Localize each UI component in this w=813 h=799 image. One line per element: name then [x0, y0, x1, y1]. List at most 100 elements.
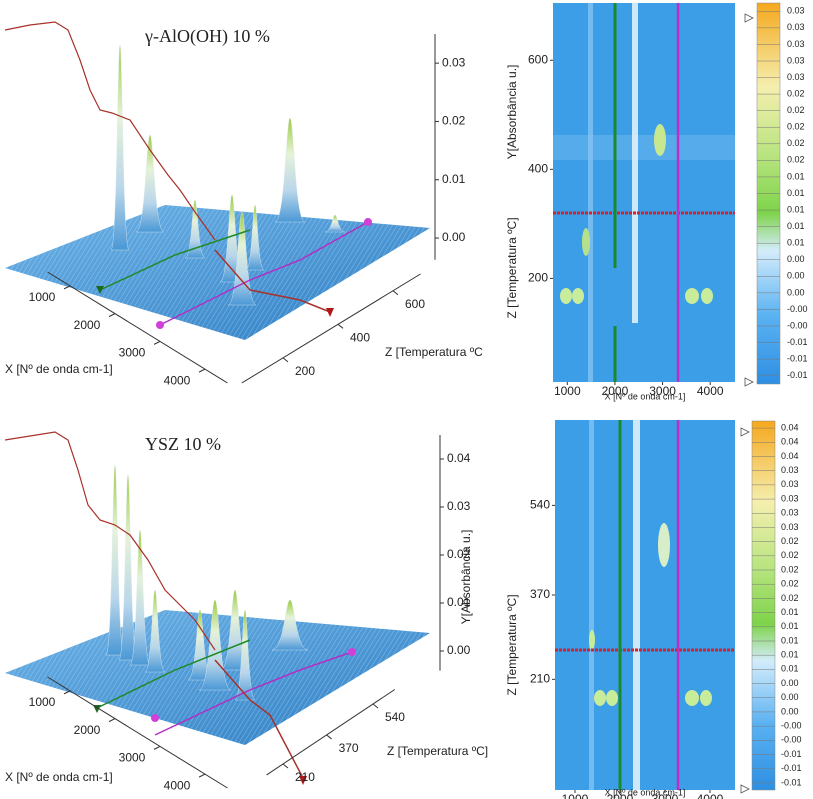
z-tick: [372, 703, 379, 709]
colorbar-label: 0.01: [787, 171, 805, 181]
x-axis-label: X [Nº de onda cm-1]: [5, 770, 113, 784]
colorbar-label: 0.03: [781, 508, 799, 518]
colorbar-label: -0.01: [781, 749, 802, 759]
x-tick: [63, 690, 71, 695]
y-tick-label: 200: [528, 271, 548, 285]
x-tick: [153, 340, 161, 345]
x-tick-label: 1000: [29, 695, 56, 709]
peak: [245, 204, 265, 271]
peak: [274, 117, 306, 223]
colorbar-label: -0.00: [781, 721, 802, 731]
x-tick: [63, 285, 71, 290]
peak: [129, 529, 151, 666]
colorbar-label: 0.03: [787, 22, 805, 32]
y-axis-label: Z [Temperatura ºC]: [505, 217, 519, 318]
y-tick-label: 0.01: [447, 595, 471, 609]
colorbar-label: 0.02: [781, 536, 799, 546]
z-axis: [266, 689, 396, 776]
x-tick-label: 2000: [74, 318, 101, 332]
y-tick-label: 210: [530, 671, 550, 685]
heatmap-top: [553, 3, 735, 382]
peak: [135, 134, 165, 233]
x-tick-label: 3000: [119, 346, 146, 360]
colorbar-label: 0.04: [781, 437, 799, 447]
z-tick-label: 210: [295, 770, 315, 784]
peak: [144, 589, 166, 673]
z-tick-label: 370: [339, 741, 359, 755]
z-tick-label: 600: [405, 297, 425, 311]
colorbar-label: -0.00: [787, 304, 808, 314]
colorbar-label: 0.03: [781, 479, 799, 489]
colorbar-label: 0.04: [781, 422, 799, 432]
x-axis: [47, 271, 228, 384]
z-tick-label: 540: [385, 710, 405, 724]
colorbar-label: 0.01: [781, 650, 799, 660]
x-axis-label: X [Nº de onda cm-1]: [605, 787, 686, 797]
colorbar-label: 0.02: [787, 88, 805, 98]
x-tick-label: 1000: [29, 290, 56, 304]
colorbar-label: 0.00: [781, 692, 799, 702]
colorbar-label: -0.01: [781, 763, 802, 773]
peak: [118, 474, 138, 661]
x-axis-label: X [Nº de onda cm-1]: [605, 391, 686, 401]
colorbar-label: 0.00: [787, 287, 805, 297]
y-tick-label: 0.03: [442, 55, 466, 69]
trace-curve: [4, 21, 216, 241]
x-tick-label: 3000: [649, 384, 676, 398]
z-tick-label: 400: [350, 330, 370, 344]
z-tick: [337, 323, 344, 329]
colorbar-label: -0.00: [787, 320, 808, 330]
colorbar-label: -0.01: [787, 354, 808, 364]
colorbar-label: -0.01: [787, 337, 808, 347]
y-tick-label: 540: [530, 498, 550, 512]
z-axis: [241, 273, 421, 384]
colorbar-label: 0.00: [787, 254, 805, 264]
x-tick-label: 2000: [74, 723, 101, 737]
colorbar-label: 0.03: [781, 522, 799, 532]
x-tick-label: 4000: [697, 384, 724, 398]
z-tick: [392, 290, 399, 296]
heatmap-bottom: [555, 420, 735, 790]
colorbar-label: -0.01: [781, 777, 802, 787]
y-tick-label: 0.04: [447, 451, 471, 465]
colorbar-label: 0.03: [787, 6, 805, 16]
cursor-lines: [93, 218, 372, 785]
x-tick: [198, 368, 206, 373]
y-tick-label: 600: [528, 52, 548, 66]
axes: 1000 2000 3000 4000 200 400 600 0.00 0.01 0.02 0.0…: [5, 6, 808, 799]
colorbar-label: 0.02: [781, 579, 799, 589]
y-axis-label: Z [Temperatura ºC]: [505, 594, 519, 695]
x-tick: [153, 745, 161, 750]
x-tick-label: 4000: [164, 778, 191, 792]
x-tick: [108, 313, 116, 318]
colorbar-label: 0.00: [787, 271, 805, 281]
z-tick-label: 200: [295, 364, 315, 378]
y-tick-label: 0.03: [447, 499, 471, 513]
x-tick-label: 4000: [697, 792, 724, 799]
colorbar-label: 0.03: [781, 493, 799, 503]
colorbar-label: -0.01: [787, 370, 808, 380]
x-tick-label: 4000: [164, 373, 191, 387]
chart-title: YSZ 10 %: [145, 434, 221, 454]
peak: [271, 599, 309, 651]
x-tick-label: 2000: [607, 792, 634, 799]
peak: [184, 199, 206, 259]
colorbar-label: -0.00: [781, 735, 802, 745]
colorbar-label: 0.02: [781, 593, 799, 603]
colorbar-label: 0.03: [787, 39, 805, 49]
peak: [105, 464, 125, 656]
z-tick: [326, 734, 332, 740]
chart-title: γ-AlO(OH) 10 %: [144, 26, 270, 47]
x-tick-label: 1000: [562, 792, 589, 799]
colorbar-label: 0.02: [781, 564, 799, 574]
peaks: [105, 44, 346, 701]
colorbar-label: 0.01: [787, 238, 805, 248]
colorbar-label: 0.01: [781, 621, 799, 631]
colorbar-label: 0.01: [787, 204, 805, 214]
peak: [110, 44, 130, 251]
y-axis-label: Y[Absorbância u.]: [505, 65, 519, 160]
colorbar-label: 0.02: [781, 550, 799, 560]
colorbars: [740, 2, 781, 794]
colorbar-label: 0.02: [787, 138, 805, 148]
